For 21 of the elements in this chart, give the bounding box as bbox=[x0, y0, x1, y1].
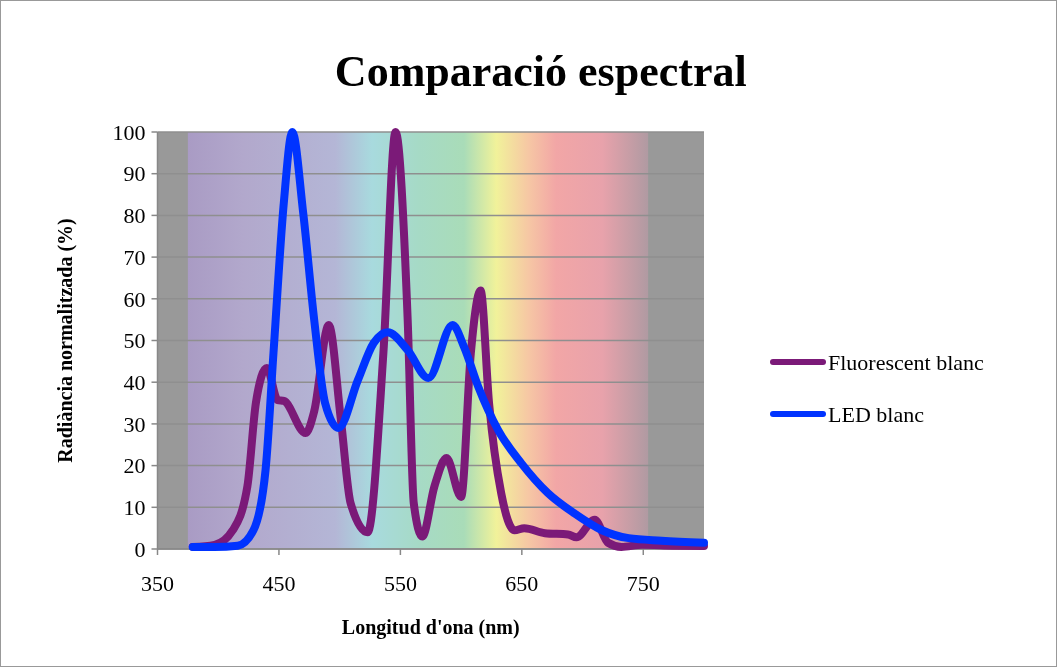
legend-label: LED blanc bbox=[828, 401, 925, 427]
x-tick-label: 750 bbox=[626, 571, 660, 596]
y-tick-label: 10 bbox=[123, 495, 146, 520]
x-tick-label: 550 bbox=[383, 571, 417, 596]
y-tick-label: 0 bbox=[134, 536, 146, 562]
y-tick-label: 80 bbox=[123, 203, 146, 229]
y-tick-label: 30 bbox=[123, 411, 146, 437]
legend-label: Fluorescent blanc bbox=[828, 349, 985, 375]
x-axis-title: Longitud d'ona (nm) bbox=[341, 616, 520, 639]
y-tick-label: 40 bbox=[123, 369, 146, 395]
y-tick-label: 60 bbox=[123, 286, 146, 312]
y-tick-label: 50 bbox=[123, 328, 146, 354]
x-tick-label: 350 bbox=[141, 571, 174, 596]
x-tick-label: 650 bbox=[505, 571, 539, 596]
y-tick-label: 20 bbox=[123, 453, 146, 479]
y-tick-label: 100 bbox=[112, 119, 146, 145]
chart-title: Comparació espectral bbox=[334, 47, 747, 96]
x-tick-label: 450 bbox=[262, 571, 296, 596]
y-axis-title: Radiància normalitzada (%) bbox=[54, 218, 77, 463]
y-tick-label: 70 bbox=[123, 244, 146, 270]
y-tick-label: 90 bbox=[123, 161, 146, 187]
